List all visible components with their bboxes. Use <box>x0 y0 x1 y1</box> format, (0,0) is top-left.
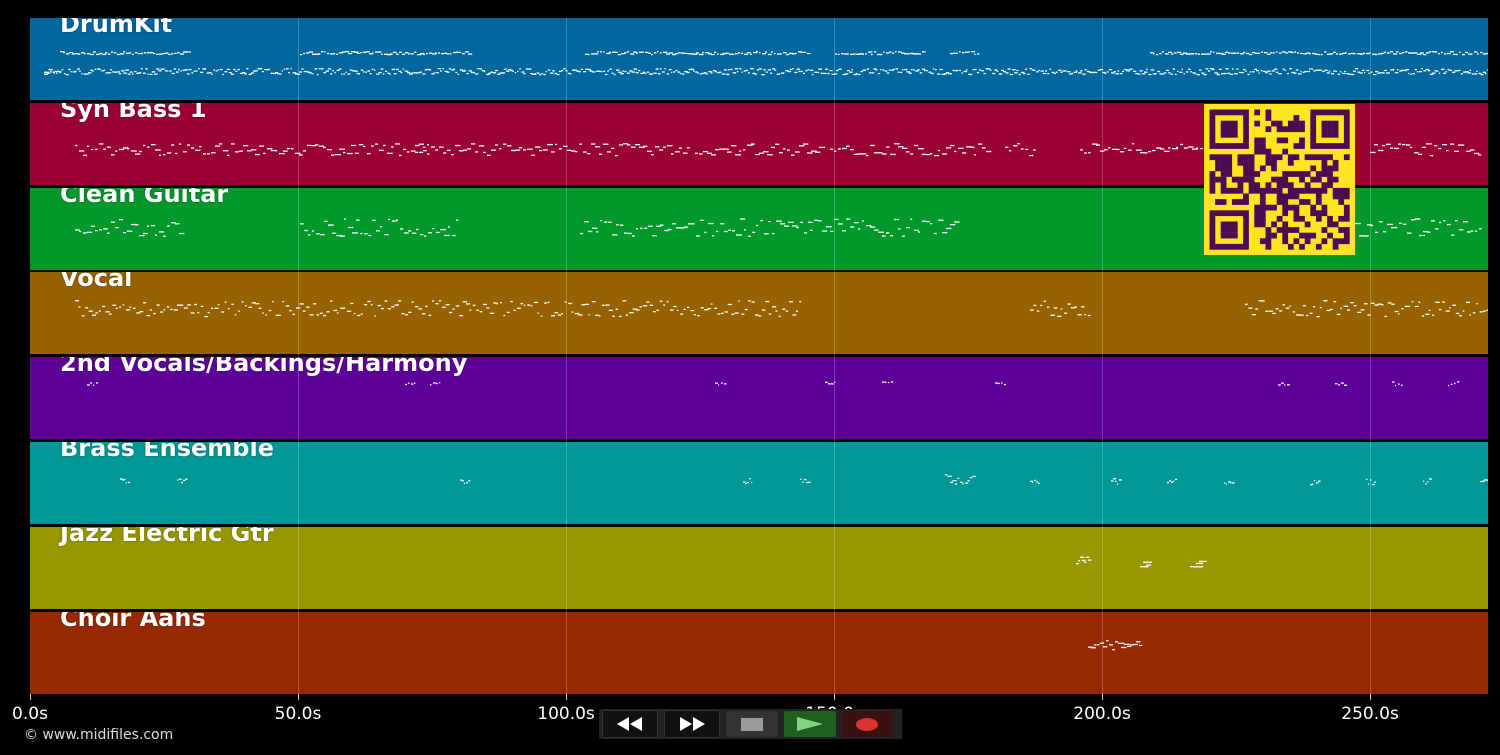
copyright-text: © www.midifiles.com <box>24 727 174 743</box>
note-pattern <box>1088 639 1143 650</box>
track-name: Syn Bass 1 <box>60 102 207 123</box>
tick-mark <box>30 694 31 700</box>
tick-mark <box>298 694 299 700</box>
note-pattern <box>44 51 1488 76</box>
tick-label: 0.0s <box>12 704 48 724</box>
fast-forward-icon <box>680 717 705 731</box>
stop-icon <box>741 717 763 731</box>
track-vocal[interactable]: Vocal <box>30 272 1488 355</box>
play-button[interactable] <box>784 711 836 737</box>
track-name: DrumKit <box>60 18 173 38</box>
qr-code <box>1204 104 1355 255</box>
transport-controls <box>599 709 902 739</box>
note-pattern <box>75 300 1488 318</box>
play-icon <box>797 717 823 731</box>
tick-mark <box>834 694 836 700</box>
track-name: Brass Ensemble <box>60 442 274 462</box>
track-drumkit[interactable]: DrumKit <box>30 18 1488 100</box>
record-button[interactable] <box>842 711 892 737</box>
track-brass-ensemble[interactable]: Brass Ensemble <box>30 442 1488 524</box>
tick-label: 250.0s <box>1341 704 1399 724</box>
tick-label: 100.0s <box>537 704 595 724</box>
track-name: Vocal <box>60 272 133 293</box>
note-pattern <box>120 474 1488 486</box>
tick-mark <box>1370 694 1372 700</box>
rewind-icon <box>617 717 642 731</box>
track-name: Clean Guitar <box>60 187 229 208</box>
tick-label: 200.0s <box>1073 704 1131 724</box>
rewind-button[interactable] <box>602 710 658 738</box>
note-pattern <box>87 381 1460 387</box>
note-pattern <box>75 142 1482 157</box>
tick-mark <box>1102 694 1104 700</box>
note-pattern <box>75 217 1482 237</box>
track-choir-aahs[interactable]: Choir Aahs <box>30 611 1488 694</box>
tick-mark <box>566 694 568 700</box>
record-icon <box>856 717 878 731</box>
track-jazz-electric-gtr[interactable]: Jazz Electric Gtr <box>30 526 1488 609</box>
track-name: Jazz Electric Gtr <box>60 526 274 547</box>
track-name: Choir Aahs <box>60 611 206 632</box>
stop-button[interactable] <box>726 711 778 737</box>
track-2nd-vocals[interactable]: 2nd Vocals/Backings/Harmony <box>30 357 1488 440</box>
tick-label: 50.0s <box>274 704 322 724</box>
fast-forward-button[interactable] <box>664 710 720 738</box>
track-name: 2nd Vocals/Backings/Harmony <box>60 357 468 378</box>
note-pattern <box>1076 556 1207 568</box>
